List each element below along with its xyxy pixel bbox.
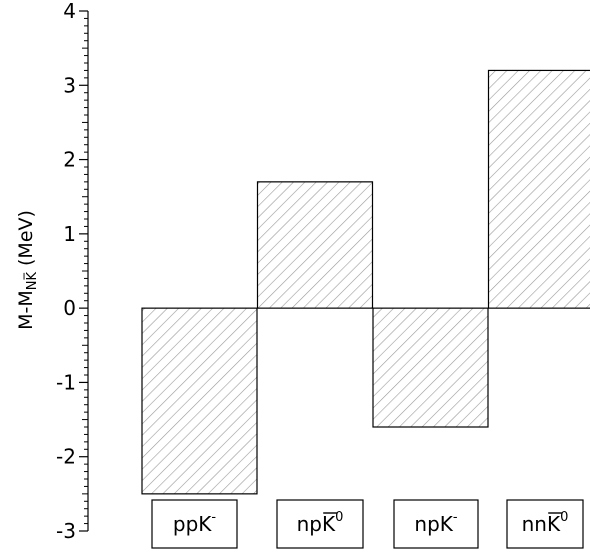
category-label-4: nnK0: [506, 499, 584, 549]
y-tick-label: -3: [56, 519, 76, 543]
category-label-text: npK-: [414, 510, 458, 536]
bar-3: [372, 307, 489, 428]
bar-1: [141, 307, 258, 495]
category-label-box: [393, 499, 479, 549]
category-label-1: ppK-: [151, 499, 238, 549]
bar-2: [256, 181, 374, 309]
bars: [141, 69, 590, 495]
y-tick-label: 2: [63, 148, 76, 172]
category-label-3: npK-: [393, 499, 479, 549]
y-tick-label: 0: [63, 296, 76, 320]
y-tick-label: 4: [63, 0, 76, 23]
bar-4: [487, 69, 590, 309]
y-tick-label: 3: [63, 73, 76, 97]
category-label-box: [151, 499, 238, 549]
y-axis-title-unit: (MeV): [15, 210, 37, 272]
y-axis-title-main: M-M: [15, 290, 37, 330]
y-axis: -3 -2 -1 0 1 2 3 4: [56, 0, 89, 543]
y-tick-label: -1: [56, 370, 76, 394]
category-label-2: npK0: [276, 499, 364, 549]
category-labels: ppK-npK0 npK-nnK0: [151, 499, 584, 549]
category-label-box: [276, 499, 364, 549]
category-label-text: nnK0: [522, 510, 569, 536]
category-label-text: npK0: [297, 510, 344, 536]
y-tick-label: 1: [63, 222, 76, 246]
category-label-box: [506, 499, 584, 549]
y-axis-title: M-MNK̅ (MeV): [15, 210, 40, 330]
category-label-text: ppK-: [173, 510, 217, 536]
y-tick-label: -2: [56, 445, 76, 469]
y-axis-title-sub: NK̅: [24, 272, 40, 291]
